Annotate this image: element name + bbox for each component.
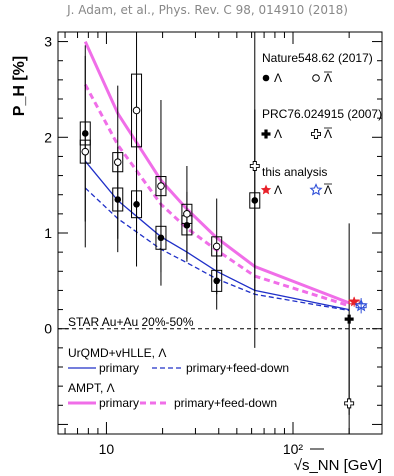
data-point (113, 158, 122, 166)
data-point (212, 242, 221, 251)
citation-text: J. Adam, et al., Phys. Rev. C 98, 014910… (67, 3, 348, 17)
systematic-box (181, 203, 193, 224)
legend: Nature548.62 (2017) Λ Λ PRC76.024915 (2007)… (68, 51, 382, 410)
y-tick-label: 1 (44, 225, 52, 241)
legend-marker (262, 74, 270, 82)
axes-group: 0 1 2 3 10 10² (44, 32, 383, 457)
y-tick-label: 2 (44, 129, 52, 145)
legend-label: Λ (274, 183, 282, 197)
legend-marker (260, 184, 272, 195)
data-points (79, 32, 368, 434)
y-axis-title: P_H [%] (11, 56, 28, 116)
legend-title-this: this analysis (262, 165, 327, 179)
legend-label: primary (99, 396, 139, 410)
x-tick-label: 10² (283, 441, 304, 457)
legend-label: Λ (274, 127, 282, 141)
x-tick-label: 10 (99, 441, 115, 457)
system-annotation: STAR Au+Au 20%-50% (68, 315, 194, 329)
legend-marker (261, 129, 271, 139)
legend-label: Λ (324, 183, 332, 197)
data-point (157, 182, 165, 190)
data-point (354, 298, 368, 312)
data-point (344, 398, 355, 409)
systematic-box (131, 73, 143, 148)
data-point (249, 161, 260, 171)
data-point (81, 147, 90, 156)
legend-label: Λ (324, 71, 332, 85)
y-tick-label: 0 (44, 321, 52, 337)
data-point (132, 106, 141, 115)
legend-marker (311, 129, 321, 139)
legend-label: Λ (274, 71, 282, 85)
legend-label: primary (99, 361, 139, 375)
data-point (183, 210, 191, 218)
systematic-box (211, 236, 223, 257)
systematic-box (79, 139, 91, 164)
x-axis-title: √s_NN [GeV] (294, 457, 382, 474)
systematic-box (112, 152, 124, 173)
legend-marker (309, 183, 323, 196)
legend-title-nature: Nature548.62 (2017) (262, 51, 373, 65)
legend-label: primary+feed-down (186, 361, 289, 375)
labels-group: P_H [%] √s_NN [GeV] STAR Au+Au 20%-50% (11, 56, 382, 474)
y-tick-label: 3 (44, 34, 52, 50)
legend-label: primary+feed-down (174, 396, 277, 410)
legend-title-ampt: AMPT, Λ (68, 381, 115, 395)
legend-marker (312, 74, 320, 82)
legend-label: Λ (324, 127, 332, 141)
legend-title-prc: PRC76.024915 (2007) (262, 107, 382, 121)
legend-title-hydro: UrQMD+vHLLE, Λ (68, 346, 166, 360)
systematic-box (155, 176, 167, 197)
